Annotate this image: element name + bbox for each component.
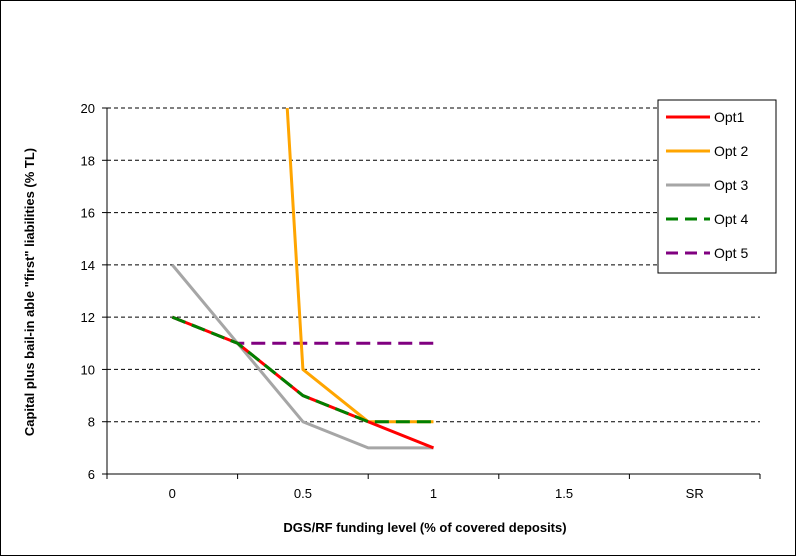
legend-label: Opt 5 — [714, 245, 748, 261]
series-line-opt-3 — [171, 263, 434, 450]
axes — [102, 107, 761, 479]
y-tick-label: 18 — [81, 153, 95, 168]
y-tick-label: 8 — [88, 415, 95, 430]
legend-label: Opt 3 — [714, 177, 748, 193]
y-tick-label: 6 — [88, 467, 95, 482]
series-line-opt-4 — [171, 315, 434, 424]
legend-label: Opt1 — [714, 109, 745, 125]
series-line-opt-5 — [171, 315, 434, 345]
legend-label: Opt 2 — [714, 143, 748, 159]
x-axis-title: DGS/RF funding level (% of covered depos… — [283, 520, 566, 535]
x-tick-label: 0 — [169, 486, 176, 501]
series — [171, 107, 435, 450]
y-axis-title: Capital plus bail-in able "first" liabil… — [22, 148, 37, 436]
series-line-opt1 — [171, 315, 435, 450]
y-tick-label: 10 — [81, 362, 95, 377]
x-tick-label: 0.5 — [294, 486, 312, 501]
y-tick-label: 14 — [81, 258, 95, 273]
legend: Opt1 Opt 2 Opt 3 Opt 4 Opt 5 — [657, 99, 777, 274]
x-tick-label: 1 — [430, 486, 437, 501]
x-tick-label: SR — [686, 486, 704, 501]
tick-labels: 6 8 10 12 14 16 18 20 0 0.5 1 1.5 SR — [81, 101, 704, 501]
y-tick-label: 20 — [81, 101, 95, 116]
x-tick-label: 1.5 — [555, 486, 573, 501]
y-tick-label: 12 — [81, 310, 95, 325]
legend-label: Opt 4 — [714, 211, 748, 227]
y-tick-label: 16 — [81, 206, 95, 221]
